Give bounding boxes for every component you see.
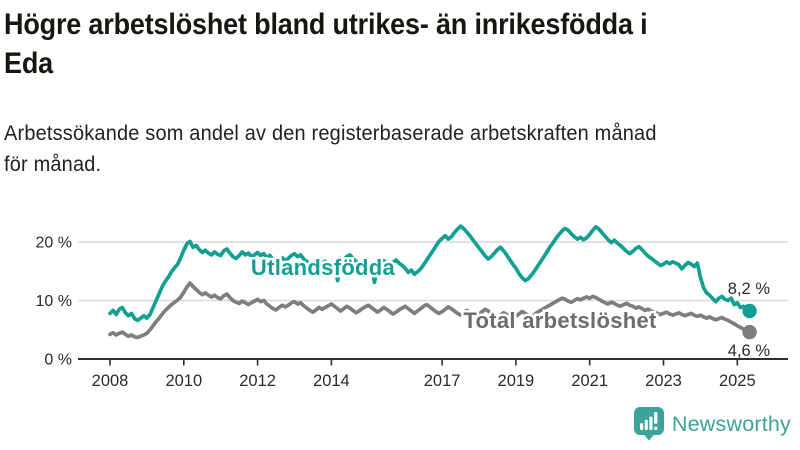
series-endpoint-dot-utlandsf-dda xyxy=(742,303,757,319)
y-axis-label: 0 % xyxy=(44,352,72,369)
series-line-utlandsf-dda xyxy=(108,224,752,323)
end-value-label-total-arbetsl-shet: 4,6 % xyxy=(728,342,771,360)
chart-subtitle: Arbetssökande som andel av den registerb… xyxy=(4,118,657,180)
page-title-line1: Högre arbetslöshet bland utrikes- än inr… xyxy=(4,8,648,41)
x-axis-label: 2010 xyxy=(165,372,202,390)
x-axis-label: 2023 xyxy=(645,372,682,390)
end-value-label-utlandsf-dda: 8,2 % xyxy=(728,280,771,298)
series-label-utlandsf-dda: Utlandsfödda xyxy=(251,255,396,280)
x-axis-label: 2021 xyxy=(571,372,608,390)
x-axis-label: 2008 xyxy=(92,372,129,390)
page-title-line2: Eda xyxy=(4,47,53,80)
x-axis-label: 2014 xyxy=(313,372,350,390)
newsworthy-wordmark: Newsworthy xyxy=(671,411,791,436)
unemployment-line-chart: 0 % 10 % 20 % 2008 2010 2012 2014 2017 2019 2021 2… xyxy=(36,224,788,390)
x-axis-label: 2017 xyxy=(424,372,461,390)
series-line-total-arbetsl-shet xyxy=(108,281,752,340)
newsworthy-logo: Newsworthy xyxy=(633,407,791,441)
newsworthy-bubble-chart-icon xyxy=(633,407,664,441)
series-label-total-arbetsl-shet: Total arbetslöshet xyxy=(463,308,657,333)
series-endpoint-dot-total-arbetsl-shet xyxy=(742,324,757,340)
chart-subtitle-line2: för månad. xyxy=(4,153,102,176)
x-axis-label: 2025 xyxy=(719,372,756,390)
page-title: Högre arbetslöshet bland utrikes- än inr… xyxy=(4,5,648,83)
x-axis-label: 2019 xyxy=(498,372,535,390)
chart-subtitle-line1: Arbetssökande som andel av den registerb… xyxy=(4,122,657,145)
x-axis-label: 2012 xyxy=(239,372,276,390)
y-axis-label: 20 % xyxy=(36,235,72,252)
y-axis-label: 10 % xyxy=(36,293,72,310)
